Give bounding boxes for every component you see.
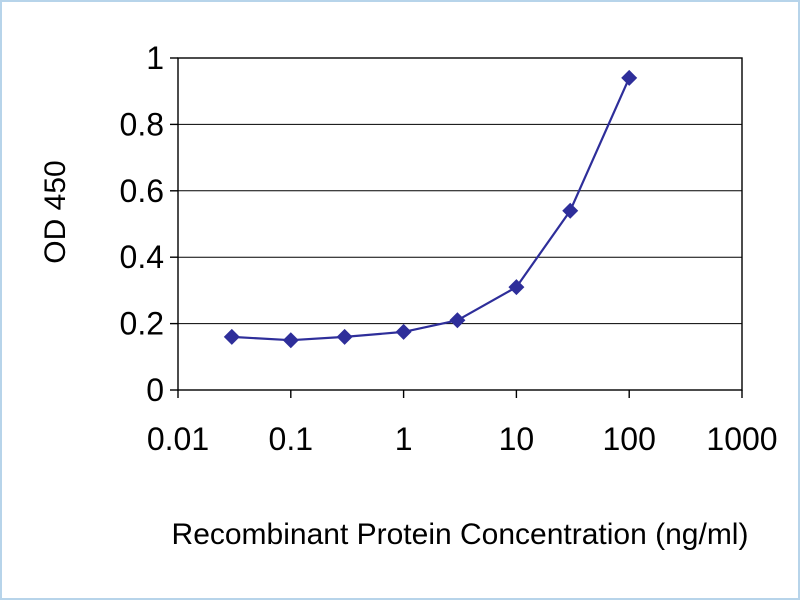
x-tick-label: 0.1 <box>269 421 313 457</box>
data-point-marker <box>562 202 579 219</box>
y-tick-label: 0.2 <box>120 306 164 342</box>
data-point-marker <box>223 328 240 345</box>
data-point-marker <box>282 332 299 349</box>
x-axis-title: Recombinant Protein Concentration (ng/ml… <box>171 518 749 551</box>
data-point-marker <box>508 279 525 296</box>
y-tick-label: 0.6 <box>120 173 164 209</box>
y-axis-title: OD 450 <box>39 160 72 264</box>
x-tick-label: 1 <box>395 421 413 457</box>
y-tick-label: 0 <box>146 372 164 408</box>
data-point-marker <box>621 69 638 86</box>
plot-border <box>177 57 743 391</box>
x-tick-label: 100 <box>603 421 656 457</box>
series-line <box>231 77 631 342</box>
x-tick-label: 0.01 <box>147 421 209 457</box>
x-tick-label: 1000 <box>706 421 777 457</box>
y-tick-label: 1 <box>146 40 164 76</box>
data-point-marker <box>336 328 353 345</box>
data-point-marker <box>449 312 466 329</box>
data-point-marker <box>395 323 412 340</box>
y-tick-label: 0.4 <box>120 239 164 275</box>
x-tick-label: 10 <box>499 421 535 457</box>
y-tick-label: 0.8 <box>120 106 164 142</box>
